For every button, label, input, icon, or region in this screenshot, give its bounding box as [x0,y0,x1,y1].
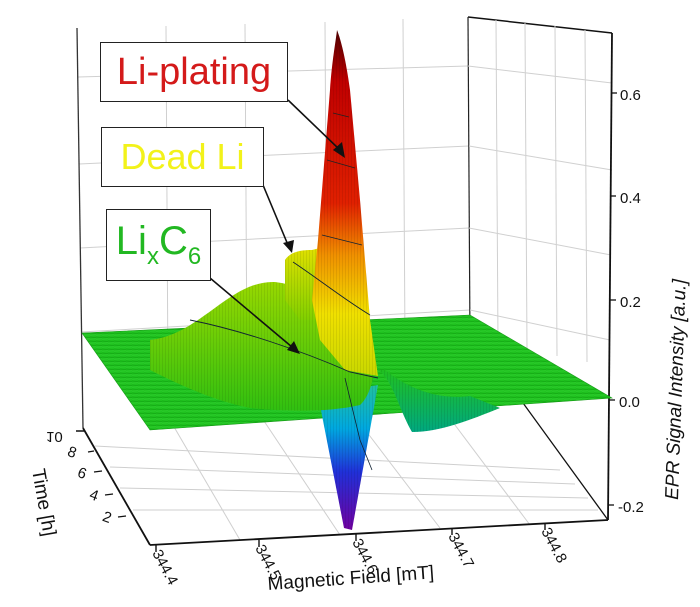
z-tick-label: 0.6 [620,87,641,104]
z-axis: 0.6 0.4 0.2 0.0 -0.2 EPR Signal Intensit… [608,87,691,516]
y-tick-label: 10 [46,428,63,445]
z-tick-label: 0.4 [620,190,641,207]
side-wall [467,16,613,521]
annotation-li-plating: Li-plating [100,42,288,102]
surface [81,30,613,530]
lixc6-sub-6: 6 [187,243,202,270]
lixc6-c: C [158,219,188,263]
annotation-dead-li: Dead Li [101,127,264,187]
annotation-lixc6-text: LixC6 [116,221,201,269]
z-axis-title: EPR Signal Intensity [a.u.] [662,278,691,500]
x-axis-title: Magnetic Field [mT] [267,562,435,595]
annotation-arrows [209,99,345,354]
y-tick-label: 8 [65,443,79,462]
lixc6-li: Li [115,219,147,263]
x-tick-label: 344.4 [148,547,181,588]
lixc6-sub-x: x [146,243,159,270]
annotation-dead-li-text: Dead Li [120,136,245,177]
x-tick-label: 344.8 [537,525,570,566]
annotation-li-plating-text: Li-plating [116,50,272,93]
z-tick-label: 0.2 [620,294,641,311]
y-tick-label: 2 [100,508,114,527]
y-tick-label: 6 [75,464,89,483]
y-axis-title: Time [h] [27,467,59,538]
z-tick-label: -0.2 [618,499,644,516]
y-tick-label: 4 [87,486,101,505]
annotation-lixc6: LixC6 [106,209,211,281]
z-tick-label: 0.0 [619,394,640,411]
x-tick-label: 344.7 [444,530,477,571]
